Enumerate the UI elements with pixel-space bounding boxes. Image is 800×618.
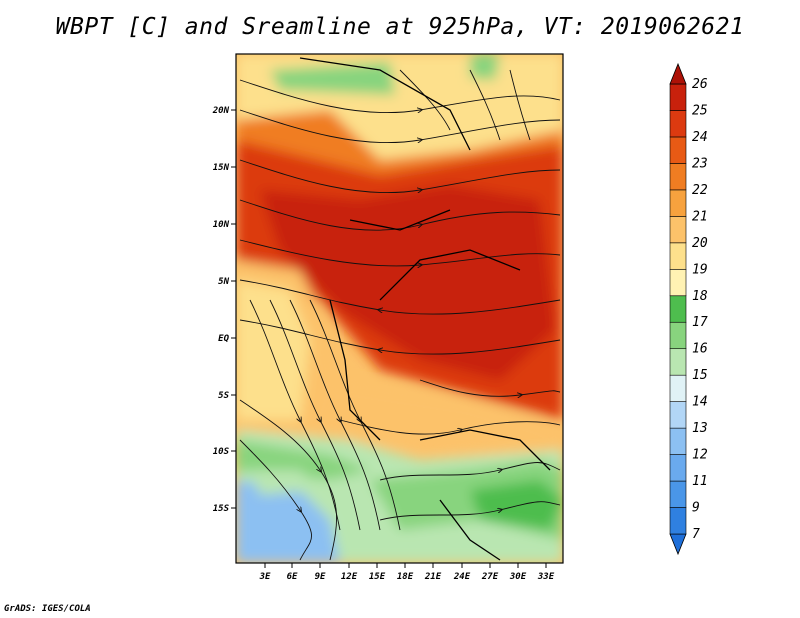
colorbar-label: 15 bbox=[692, 368, 708, 383]
colorbar-label: 18 bbox=[692, 289, 708, 304]
colorbar-segment bbox=[669, 374, 687, 402]
colorbar-label: 22 bbox=[692, 183, 708, 198]
streamline bbox=[399, 69, 451, 131]
country-border bbox=[349, 209, 451, 231]
colorbar-label: 11 bbox=[692, 474, 708, 489]
field-region bbox=[470, 54, 500, 80]
streamline bbox=[239, 239, 561, 266]
field-region bbox=[470, 480, 563, 530]
streamline bbox=[289, 299, 381, 531]
longitude-label: 12E bbox=[341, 572, 358, 582]
latitude-label: 15S bbox=[213, 504, 230, 514]
colorbar-label: 7 bbox=[692, 527, 700, 542]
longitude-label: 9E bbox=[315, 572, 326, 582]
field-region bbox=[340, 380, 563, 460]
streamline bbox=[239, 279, 561, 315]
streamline bbox=[509, 69, 531, 141]
country-border bbox=[419, 429, 551, 471]
wbpt-field bbox=[236, 54, 563, 563]
colorbar-segment bbox=[669, 480, 687, 508]
longitude-label: 15E bbox=[369, 572, 386, 582]
colorbar-label: 23 bbox=[692, 156, 708, 171]
colorbar-segment bbox=[669, 189, 687, 217]
streamline bbox=[239, 79, 561, 113]
colorbar-segment bbox=[669, 295, 687, 323]
country-border bbox=[299, 57, 471, 151]
streamline bbox=[469, 69, 501, 141]
colorbar-lower-arrow bbox=[669, 533, 687, 556]
longitude-label: 21E bbox=[424, 572, 442, 582]
streamline bbox=[239, 159, 561, 193]
streamline bbox=[239, 319, 561, 355]
colorbar-label: 25 bbox=[692, 103, 708, 118]
streamline bbox=[379, 501, 561, 521]
latitude-axis: 20N 15N 10N 5N EQ 5S 10S 15S bbox=[212, 106, 236, 514]
longitude-label: 30E bbox=[509, 572, 527, 582]
colorbar-label: 17 bbox=[692, 315, 708, 330]
longitude-label: 6E bbox=[287, 572, 298, 582]
colorbar-segment bbox=[669, 110, 687, 138]
latitude-label: 5N bbox=[218, 277, 229, 287]
colorbar-label: 21 bbox=[692, 209, 708, 224]
colorbar-segment bbox=[669, 83, 687, 111]
colorbar-label: 24 bbox=[692, 130, 708, 145]
colorbar-label: 14 bbox=[692, 395, 708, 410]
latitude-label: 5S bbox=[218, 391, 229, 401]
streamline bbox=[339, 419, 561, 435]
longitude-label: 18E bbox=[397, 572, 414, 582]
latitude-label: 20N bbox=[212, 106, 230, 116]
longitude-label: 33E bbox=[537, 572, 555, 582]
longitude-label: 24E bbox=[453, 572, 471, 582]
colorbar-label: 16 bbox=[692, 342, 708, 357]
longitude-label: 27E bbox=[481, 572, 499, 582]
country-border bbox=[329, 299, 381, 441]
latitude-label: EQ bbox=[218, 334, 229, 344]
colorbar-segment bbox=[669, 321, 687, 350]
latitude-label: 10S bbox=[213, 447, 230, 457]
longitude-axis: 3E 6E 9E 12E 15E 18E 21E 24E 27E 30E 33E bbox=[259, 563, 555, 582]
colorbar-segment bbox=[669, 268, 687, 297]
colorbar-label: 13 bbox=[692, 421, 708, 436]
field-region bbox=[260, 185, 555, 380]
colorbar-segment bbox=[669, 454, 687, 482]
colorbar-segment bbox=[669, 427, 687, 455]
field-region bbox=[236, 280, 310, 420]
country-borders bbox=[299, 57, 551, 561]
streamline bbox=[239, 199, 561, 231]
streamline bbox=[239, 399, 338, 561]
colorbar-label: 9 bbox=[692, 501, 700, 516]
colorbar: 7 9 11 12 13 14 15 16 17 18 19 20 21 22 23 24 25 26 bbox=[669, 62, 708, 556]
country-border bbox=[439, 499, 501, 561]
longitude-label: 3E bbox=[259, 572, 271, 582]
colorbar-label: 19 bbox=[692, 262, 708, 277]
colorbar-label: 26 bbox=[692, 77, 708, 92]
country-border bbox=[379, 249, 521, 301]
colorbar-label: 20 bbox=[692, 236, 708, 251]
colorbar-segment bbox=[669, 242, 687, 270]
streamline bbox=[269, 299, 361, 531]
field-region bbox=[236, 480, 340, 563]
map-frame bbox=[235, 53, 564, 564]
chart-title: WBPT [C] and Sreamline at 925hPa, VT: 20… bbox=[55, 14, 745, 40]
colorbar-label: 12 bbox=[692, 448, 708, 463]
streamline bbox=[239, 439, 312, 561]
streamline bbox=[249, 299, 341, 531]
latitude-label: 15N bbox=[213, 163, 230, 173]
colorbar-segment bbox=[669, 136, 687, 164]
latitude-label: 10N bbox=[213, 220, 230, 230]
colorbar-upper-arrow bbox=[669, 62, 687, 85]
field-region bbox=[270, 62, 395, 95]
colorbar-segment bbox=[669, 163, 687, 191]
colorbar-segment bbox=[669, 216, 687, 244]
streamline bbox=[419, 379, 561, 396]
grads-credit: GrADS: IGES/COLA bbox=[4, 604, 91, 614]
field-region bbox=[250, 470, 320, 495]
colorbar-segment bbox=[669, 348, 687, 376]
colorbar-segment bbox=[669, 401, 687, 429]
colorbar-segment bbox=[669, 507, 687, 535]
streamline bbox=[239, 109, 561, 143]
